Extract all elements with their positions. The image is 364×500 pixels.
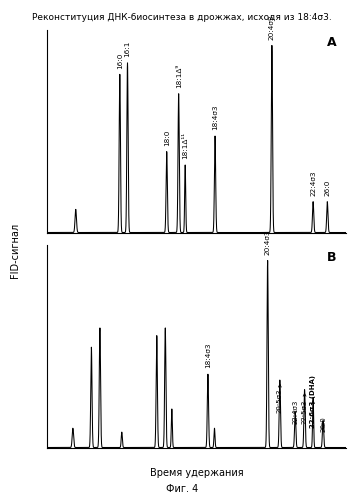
Text: 20:4σ3: 20:4σ3 bbox=[269, 14, 275, 40]
Text: A: A bbox=[327, 36, 337, 49]
Text: 26:0: 26:0 bbox=[320, 416, 326, 432]
Text: 18:1Δ⁹: 18:1Δ⁹ bbox=[176, 64, 182, 88]
Text: B: B bbox=[327, 251, 337, 264]
Text: 22:5σ3: 22:5σ3 bbox=[302, 394, 308, 424]
Text: 18:0: 18:0 bbox=[164, 130, 170, 146]
Text: Время удержания: Время удержания bbox=[150, 468, 244, 477]
Text: 20:4σ3: 20:4σ3 bbox=[265, 229, 270, 254]
Text: Фиг. 4: Фиг. 4 bbox=[166, 484, 198, 494]
Text: 22:6σ3 (DHA): 22:6σ3 (DHA) bbox=[310, 375, 316, 428]
Text: FID-сигнал: FID-сигнал bbox=[9, 222, 20, 278]
Text: 16:0: 16:0 bbox=[117, 52, 123, 68]
Text: 16:1: 16:1 bbox=[124, 40, 130, 57]
Text: 18:1Δ¹¹: 18:1Δ¹¹ bbox=[182, 132, 188, 159]
Text: 18:4σ3: 18:4σ3 bbox=[212, 105, 218, 130]
Text: 22:4σ3: 22:4σ3 bbox=[310, 170, 316, 196]
Text: 20:5σ3: 20:5σ3 bbox=[277, 384, 283, 413]
Text: 18:4σ3: 18:4σ3 bbox=[205, 343, 211, 368]
Text: Реконституция ДНК-биосинтеза в дрожжах, исходя из 18:4σ3.: Реконституция ДНК-биосинтеза в дрожжах, … bbox=[32, 12, 332, 22]
Text: 26:0: 26:0 bbox=[324, 180, 330, 196]
Text: 22:4σ3: 22:4σ3 bbox=[292, 400, 298, 424]
